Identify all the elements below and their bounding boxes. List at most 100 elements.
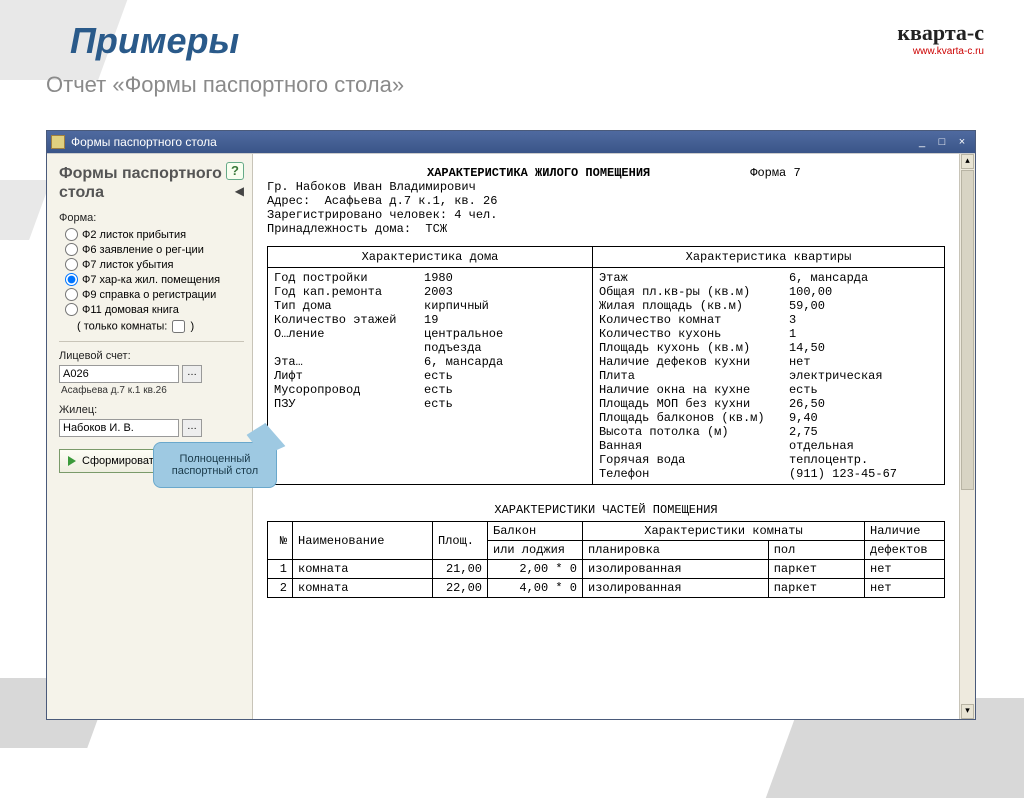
property-key: Площадь кухонь (кв.м) xyxy=(599,341,789,355)
parts-table: ХАРАКТЕРИСТИКИ ЧАСТЕЙ ПОМЕЩЕНИЯ №Наимено… xyxy=(267,499,945,598)
app-icon xyxy=(51,135,65,149)
form-radio[interactable] xyxy=(65,228,78,241)
property-row: Плитаэлектрическая xyxy=(599,369,938,383)
property-row: Наличие окна на кухнеесть xyxy=(599,383,938,397)
property-value: 6, мансарда xyxy=(424,355,503,369)
parts-title: ХАРАКТЕРИСТИКИ ЧАСТЕЙ ПОМЕЩЕНИЯ xyxy=(267,499,945,521)
scroll-down-button[interactable]: ▾ xyxy=(961,704,974,719)
col1-header: Характеристика дома xyxy=(268,247,593,268)
flat-characteristics: Этаж6, мансардаОбщая пл.кв-ры (кв.м)100,… xyxy=(592,268,944,485)
property-value: есть xyxy=(424,383,453,397)
form-radio[interactable] xyxy=(65,258,78,271)
property-value: есть xyxy=(424,369,453,383)
doc-header-line: Принадлежность дома: ТСЖ xyxy=(267,222,945,236)
property-key: Телефон xyxy=(599,467,789,481)
property-key: О…ление xyxy=(274,327,424,341)
doc-header-lines: Гр. Набоков Иван ВладимировичАдрес: Асаф… xyxy=(267,180,945,236)
property-value: 19 xyxy=(424,313,438,327)
generate-label: Сформировать xyxy=(82,455,160,467)
close-button[interactable]: × xyxy=(953,135,971,149)
rooms-only-checkbox[interactable] xyxy=(172,320,185,333)
scroll-up-button[interactable]: ▴ xyxy=(961,154,974,169)
scrollbar[interactable]: ▴ ▾ xyxy=(959,154,975,719)
property-key: Год кап.ремонта xyxy=(274,285,424,299)
form-radio-row[interactable]: Ф6 заявление о рег-ции xyxy=(65,242,244,257)
form-radio-row[interactable]: Ф7 хар-ка жил. помещения xyxy=(65,272,244,287)
property-value: 6, мансарда xyxy=(789,271,868,285)
callout-tooltip: Полноценный паспортный стол xyxy=(153,442,277,488)
property-row: Количество этажей19 xyxy=(274,313,586,327)
property-row: Тип домакирпичный xyxy=(274,299,586,313)
property-key: Год постройки xyxy=(274,271,424,285)
doc-title: ХАРАКТЕРИСТИКА ЖИЛОГО ПОМЕЩЕНИЯ xyxy=(427,166,650,180)
property-value: 100,00 xyxy=(789,285,832,299)
help-icon[interactable]: ? xyxy=(226,162,244,180)
property-value: есть xyxy=(789,383,818,397)
property-value: 1980 xyxy=(424,271,453,285)
form-radio-label: Ф6 заявление о рег-ции xyxy=(82,244,204,256)
logo-text: кварта-с xyxy=(897,20,984,46)
property-row: Жилая площадь (кв.м)59,00 xyxy=(599,299,938,313)
form-radio[interactable] xyxy=(65,273,78,286)
property-row: Этаж6, мансарда xyxy=(599,271,938,285)
form-radio-row[interactable]: Ф9 справка о регистрации xyxy=(65,287,244,302)
form-radio[interactable] xyxy=(65,288,78,301)
document-pane: ХАРАКТЕРИСТИКА ЖИЛОГО ПОМЕЩЕНИЯ Форма 7 … xyxy=(252,154,975,719)
account-label: Лицевой счет: xyxy=(59,350,244,362)
form-radio[interactable] xyxy=(65,303,78,316)
property-key: Площадь МОП без кухни xyxy=(599,397,789,411)
property-row: ПЗУесть xyxy=(274,397,586,411)
form-label: Форма: xyxy=(59,212,244,224)
form-radio-row[interactable]: Ф11 домовая книга xyxy=(65,302,244,317)
parts-row: 2комната22,004,00 * 0изолированнаяпаркет… xyxy=(268,579,945,598)
property-row: Наличие дефеков кухнинет xyxy=(599,355,938,369)
property-value: теплоцентр. xyxy=(789,453,868,467)
form-radio[interactable] xyxy=(65,243,78,256)
page-title: Примеры xyxy=(70,20,239,62)
sidebar: ? ◀ Формы паспортного стола Форма: Ф2 ли… xyxy=(47,154,252,719)
property-key: Лифт xyxy=(274,369,424,383)
window-title: Формы паспортного стола xyxy=(71,135,217,149)
account-input[interactable] xyxy=(59,365,179,383)
property-key: ПЗУ xyxy=(274,397,424,411)
property-key: Эта… xyxy=(274,355,424,369)
parts-row: 1комната21,002,00 * 0изолированнаяпаркет… xyxy=(268,560,945,579)
property-key: Количество кухонь xyxy=(599,327,789,341)
col2-header: Характеристика квартиры xyxy=(592,247,944,268)
property-key: Ванная xyxy=(599,439,789,453)
property-value: 59,00 xyxy=(789,299,825,313)
titlebar[interactable]: Формы паспортного стола _ □ × xyxy=(47,131,975,153)
resident-lookup-button[interactable]: … xyxy=(182,419,202,437)
divider xyxy=(59,341,244,342)
characteristics-table: Характеристика дома Характеристика кварт… xyxy=(267,246,945,485)
property-row: Высота потолка (м)2,75 xyxy=(599,425,938,439)
app-window: Формы паспортного стола _ □ × ? ◀ Формы … xyxy=(46,130,976,720)
property-value: 3 xyxy=(789,313,796,327)
property-value: (911) 123-45-67 xyxy=(789,467,897,481)
property-key xyxy=(274,341,424,355)
logo-url: www.kvarta-c.ru xyxy=(897,46,984,57)
property-value: отдельная xyxy=(789,439,854,453)
property-row: Ваннаяотдельная xyxy=(599,439,938,453)
resident-input[interactable] xyxy=(59,419,179,437)
scroll-thumb[interactable] xyxy=(961,170,974,490)
house-characteristics: Год постройки1980Год кап.ремонта2003Тип … xyxy=(268,268,593,485)
property-row: Мусоропроводесть xyxy=(274,383,586,397)
property-value: 14,50 xyxy=(789,341,825,355)
collapse-icon[interactable]: ◀ xyxy=(235,184,244,198)
property-row: Площадь балконов (кв.м)9,40 xyxy=(599,411,938,425)
property-value: 2,75 xyxy=(789,425,818,439)
account-lookup-button[interactable]: … xyxy=(182,365,202,383)
property-value: есть xyxy=(424,397,453,411)
property-value: подъезда xyxy=(424,341,482,355)
property-value: 9,40 xyxy=(789,411,818,425)
form-radio-label: Ф11 домовая книга xyxy=(82,304,179,316)
doc-header-line: Гр. Набоков Иван Владимирович xyxy=(267,180,945,194)
property-key: Тип дома xyxy=(274,299,424,313)
form-radio-row[interactable]: Ф2 листок прибытия xyxy=(65,227,244,242)
property-key: Жилая площадь (кв.м) xyxy=(599,299,789,313)
form-radio-row[interactable]: Ф7 листок убытия xyxy=(65,257,244,272)
property-row: Общая пл.кв-ры (кв.м)100,00 xyxy=(599,285,938,299)
minimize-button[interactable]: _ xyxy=(913,135,931,149)
maximize-button[interactable]: □ xyxy=(933,135,951,149)
